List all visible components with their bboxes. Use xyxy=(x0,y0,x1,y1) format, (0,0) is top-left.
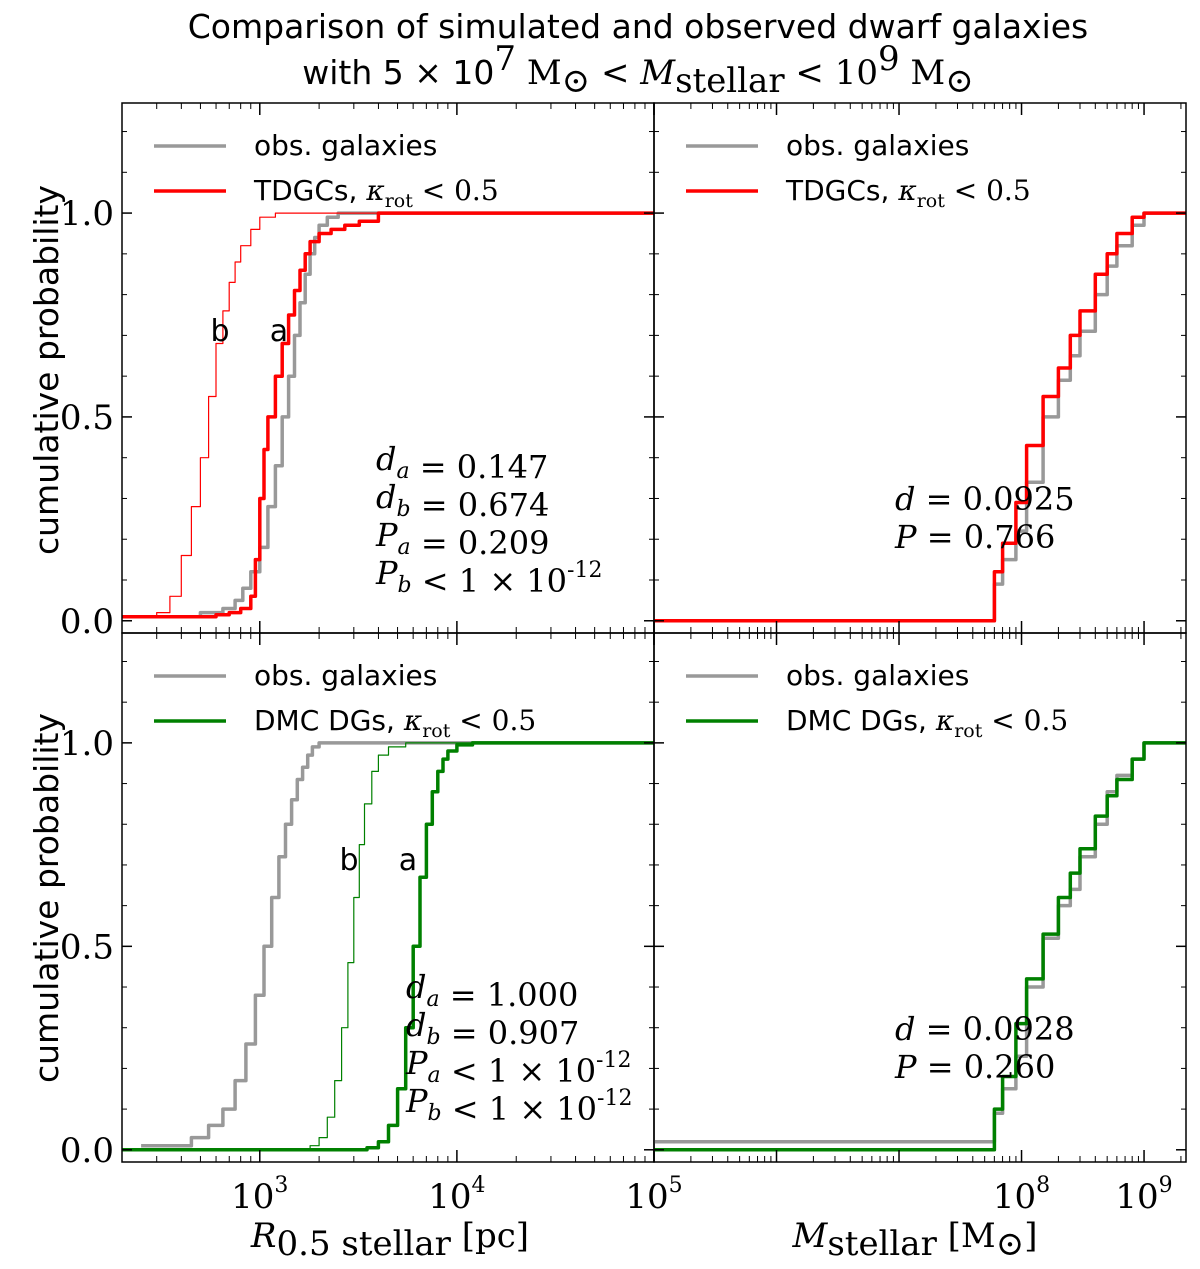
x-tick-label: 105 xyxy=(625,1173,682,1217)
series-group xyxy=(122,741,654,1152)
series-line-tdgcs-a xyxy=(122,211,654,619)
series-line-obs-galaxies xyxy=(122,211,654,619)
panel-frame xyxy=(653,632,1187,1163)
stat-annotation: d = 0.0925 xyxy=(895,480,1075,518)
series-line-dmc-dgs-a xyxy=(122,741,654,1152)
x-axis-label-right: Mstellar [M⊙] xyxy=(792,1216,1038,1264)
stat-annotation: d = 0.0928 xyxy=(895,1010,1075,1048)
stat-annotation: Pb < 1 × 10-12 xyxy=(375,554,602,600)
y-tick-label: 0.0 xyxy=(60,602,114,642)
curve-label-b: b xyxy=(210,314,229,349)
series-group xyxy=(654,211,1186,623)
series-line-obs-galaxies xyxy=(141,741,654,1148)
curve-label-a: a xyxy=(399,843,417,878)
series-group xyxy=(122,211,654,619)
series-line-dmc-dgs-b xyxy=(122,742,654,1151)
x-tick-label: 104 xyxy=(428,1173,485,1217)
stat-annotation: Pb < 1 × 10-12 xyxy=(405,1082,632,1128)
curve-label-b: b xyxy=(339,843,358,878)
curve-label-a: a xyxy=(270,314,288,349)
stat-annotation: da = 0.147 xyxy=(376,440,548,486)
y-axis-label-bottom: cumulative probability xyxy=(27,713,66,1083)
y-tick-label: 1.0 xyxy=(60,724,114,764)
x-tick-label: 108 xyxy=(993,1173,1050,1217)
legend-label-obs: obs. galaxies xyxy=(786,659,969,692)
y-tick-label: 1.0 xyxy=(60,194,114,234)
legend: obs. galaxies TDGCs, κrot < 0.5 xyxy=(154,129,499,212)
legend: obs. galaxies TDGCs, κrot < 0.5 xyxy=(686,129,1031,212)
y-tick-label: 0.5 xyxy=(60,398,114,438)
x-tick-label: 109 xyxy=(1115,1173,1172,1217)
y-axis-label-top: cumulative probability xyxy=(27,185,66,555)
stat-annotation: P = 0.766 xyxy=(894,518,1055,556)
figure-title-line2: with 5 × 107 M⊙ < Mstellar < 109 M⊙ xyxy=(302,39,973,101)
stat-annotation: db = 0.674 xyxy=(376,478,549,524)
y-tick-label: 0.0 xyxy=(60,1131,114,1171)
stat-annotation: da = 1.000 xyxy=(406,968,578,1014)
figure-title-line1: Comparison of simulated and observed dwa… xyxy=(188,7,1089,46)
panel-top-right: obs. galaxies TDGCs, κrot < 0.5 d = 0.0925… xyxy=(653,102,1187,634)
legend: obs. galaxies DMC DGs, κrot < 0.5 xyxy=(686,659,1068,742)
legend-label-obs: obs. galaxies xyxy=(254,659,437,692)
legend-label-obs: obs. galaxies xyxy=(786,129,969,162)
y-tick-label: 0.5 xyxy=(60,927,114,967)
series-group xyxy=(654,741,1186,1152)
stat-annotation: Pa = 0.209 xyxy=(375,516,549,562)
series-line-tdgcs-b xyxy=(122,212,654,618)
panel-bottom-right: 108 109 obs. galaxies DMC DGs, κrot < 0.5 d … xyxy=(653,632,1187,1217)
stat-annotation: db = 0.907 xyxy=(406,1006,579,1052)
series-line-dmc-dgs xyxy=(654,741,1186,1152)
panel-bottom-left: 0.0 0.5 1.0 103 104 105 obs. galaxies DMC DGs, … xyxy=(60,632,683,1217)
legend-label-model: TDGCs, κrot < 0.5 xyxy=(785,174,1031,212)
stat-annotation: Pa < 1 × 10-12 xyxy=(405,1044,631,1090)
x-tick-label: 103 xyxy=(231,1173,288,1217)
legend-label-model: DMC DGs, κrot < 0.5 xyxy=(254,704,536,742)
legend-label-model: TDGCs, κrot < 0.5 xyxy=(253,174,499,212)
panel-top-left: 0.0 0.5 1.0 obs. galaxies TDGCs, κrot < 0.5 b… xyxy=(60,102,655,642)
legend-label-obs: obs. galaxies xyxy=(254,129,437,162)
legend-label-model: DMC DGs, κrot < 0.5 xyxy=(786,704,1068,742)
series-line-tdgcs xyxy=(654,211,1186,623)
legend: obs. galaxies DMC DGs, κrot < 0.5 xyxy=(154,659,536,742)
stat-annotation: P = 0.260 xyxy=(894,1048,1055,1086)
x-axis-label-left: R0.5 stellar [pc] xyxy=(250,1216,529,1264)
